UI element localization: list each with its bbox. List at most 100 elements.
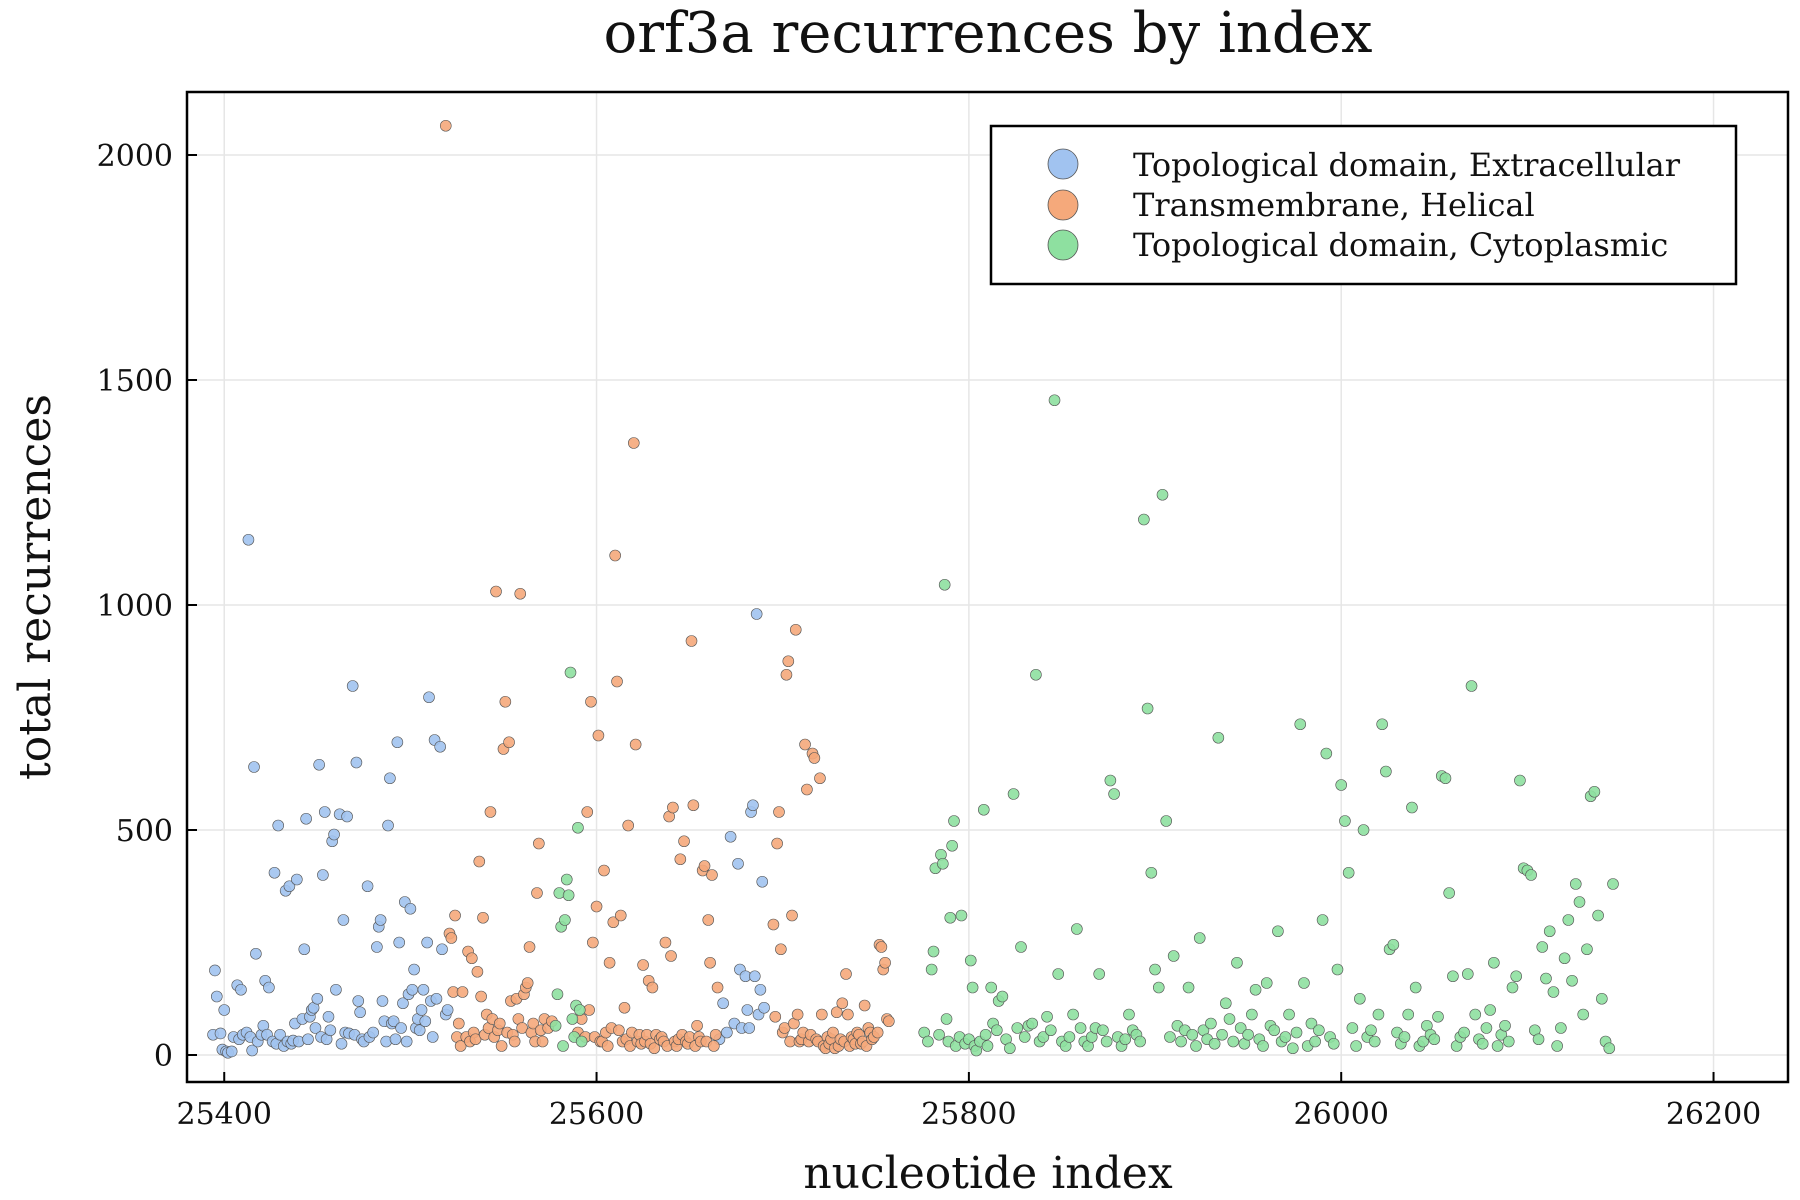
- data-point: [1555, 1022, 1567, 1034]
- data-point: [1097, 1024, 1109, 1037]
- data-point: [1007, 788, 1020, 800]
- data-point: [665, 950, 677, 962]
- data-point: [391, 736, 404, 749]
- data-point: [397, 997, 409, 1010]
- data-point: [562, 889, 575, 902]
- data-point: [395, 1022, 407, 1034]
- data-point: [367, 1026, 379, 1039]
- series-points: [207, 533, 770, 1059]
- data-point: [977, 803, 990, 816]
- data-point: [408, 963, 420, 976]
- data-point: [1015, 941, 1027, 953]
- data-point: [1108, 788, 1120, 800]
- data-point: [741, 1004, 754, 1016]
- data-point: [533, 837, 545, 850]
- data-point: [1026, 1017, 1038, 1030]
- data-point: [830, 1006, 843, 1019]
- data-point: [1145, 866, 1158, 879]
- data-point: [477, 911, 489, 924]
- data-point: [789, 623, 802, 636]
- data-point: [531, 887, 543, 899]
- data-point: [346, 680, 359, 692]
- data-point: [1372, 1008, 1385, 1021]
- data-point: [991, 1024, 1003, 1037]
- data-point: [1190, 1040, 1202, 1052]
- legend-label: Transmembrane, Helical: [1133, 186, 1535, 224]
- data-point: [1164, 1031, 1176, 1043]
- data-point: [702, 914, 715, 926]
- data-point: [1562, 914, 1575, 926]
- data-point: [937, 857, 949, 870]
- data-point: [858, 999, 871, 1012]
- data-point: [434, 740, 446, 753]
- data-point: [603, 956, 616, 969]
- data-point: [1123, 1008, 1135, 1021]
- data-point: [557, 1040, 569, 1052]
- data-point: [964, 954, 977, 967]
- data-point: [786, 909, 798, 922]
- data-point: [1335, 779, 1348, 791]
- series-points: [549, 394, 1619, 1057]
- data-point: [317, 869, 329, 881]
- data-point: [551, 988, 564, 1001]
- data-point: [747, 799, 759, 812]
- data-point: [1186, 1028, 1199, 1041]
- x-tick-label: 26000: [1293, 1097, 1388, 1132]
- data-point: [514, 587, 527, 600]
- data-point: [938, 578, 951, 591]
- data-point: [622, 819, 635, 832]
- data-point: [324, 1024, 337, 1037]
- data-point: [439, 119, 452, 132]
- data-point: [925, 963, 938, 976]
- data-point: [1462, 968, 1474, 980]
- data-point: [1573, 896, 1586, 908]
- data-point: [814, 772, 826, 785]
- data-point: [769, 1010, 782, 1023]
- data-point: [421, 936, 433, 949]
- data-point: [566, 1013, 579, 1025]
- data-point: [484, 806, 497, 818]
- data-point: [527, 1017, 540, 1030]
- data-point: [816, 1008, 828, 1021]
- data-point: [1536, 941, 1549, 953]
- data-point: [341, 810, 353, 823]
- data-point: [374, 914, 387, 926]
- data-point: [1208, 1037, 1221, 1050]
- legend-label: Topological domain, Cytoplasmic: [1133, 226, 1668, 264]
- data-point: [1327, 1037, 1340, 1050]
- data-point: [1510, 970, 1523, 983]
- data-point: [1037, 1031, 1050, 1043]
- data-point: [1514, 774, 1526, 787]
- data-point: [1569, 878, 1582, 890]
- data-point: [1443, 887, 1455, 899]
- y-tick-label: 500: [116, 814, 173, 849]
- data-point: [1219, 997, 1232, 1010]
- data-point: [646, 981, 659, 994]
- plot-frame: [185, 90, 1790, 1084]
- data-point: [840, 968, 852, 980]
- data-point: [456, 986, 469, 998]
- data-point: [454, 1040, 467, 1052]
- data-point: [311, 992, 324, 1005]
- data-point: [1193, 932, 1206, 944]
- data-point: [430, 992, 443, 1005]
- data-point: [750, 608, 763, 620]
- data-point: [248, 761, 260, 773]
- data-point: [322, 1010, 335, 1023]
- data-point: [564, 666, 577, 679]
- data-point: [1577, 1008, 1590, 1021]
- data-point: [1603, 1042, 1616, 1055]
- data-point: [1290, 1026, 1303, 1039]
- data-point: [536, 1035, 549, 1048]
- data-point: [274, 1028, 286, 1041]
- data-point: [384, 772, 396, 785]
- data-point: [607, 916, 620, 929]
- data-point: [1272, 925, 1284, 938]
- data-point: [452, 1017, 465, 1030]
- data-point: [1044, 1024, 1057, 1037]
- chart-title: orf3a recurrences by index: [604, 1, 1373, 66]
- data-point: [1346, 1022, 1359, 1034]
- data-point: [1354, 992, 1366, 1005]
- data-point: [400, 1035, 413, 1048]
- data-point: [1134, 1035, 1146, 1048]
